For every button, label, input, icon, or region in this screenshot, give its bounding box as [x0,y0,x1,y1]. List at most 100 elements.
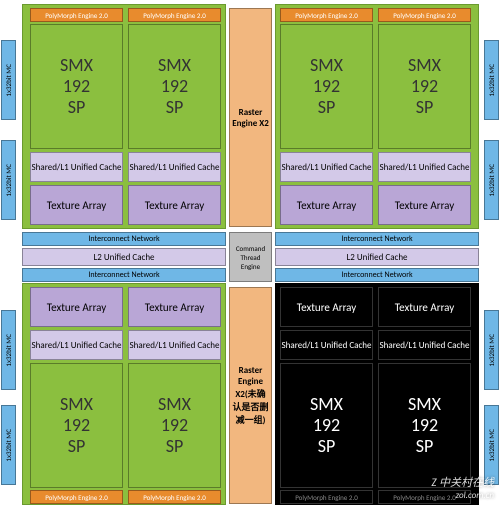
l2cache-left: L2 Unified Cache [22,248,226,266]
tex-tl-1: Texture Array [30,185,123,225]
gpu-block-diagram: 1x32bit MC 1x32bit MC 1x32bit MC 1x32bit… [0,0,500,509]
mc-right-4: 1x32bit MC [484,405,499,485]
l1cache-tl-2: Shared/L1 Unified Cache [128,152,221,182]
smx-tr-2: SMX192SP [378,24,471,149]
mc-right-2: 1x32bit MC [484,140,499,220]
smx-text: 192 [63,76,90,97]
tex-br-2: Texture Array [378,287,471,327]
cache-label: Shared/L1 Unified Cache [130,162,220,173]
cache-label: Shared/L1 Unified Cache [32,162,122,173]
smx-text: SP [166,436,184,457]
polymorph-label: PolyMorph Engine 2.0 [393,11,456,20]
mc-label: 1x32bit MC [4,64,13,97]
inter-label: Interconnect Network [88,270,159,280]
smx-text: SMX [158,394,191,415]
polymorph-label: PolyMorph Engine 2.0 [45,493,108,502]
polymorph-bl-2: PolyMorph Engine 2.0 [128,490,221,504]
smx-text: 192 [63,415,90,436]
tex-label: Texture Array [395,199,454,212]
tex-label: Texture Array [47,199,106,212]
tex-label: Texture Array [297,199,356,212]
mc-right-1: 1x32bit MC [484,40,499,120]
polymorph-label: PolyMorph Engine 2.0 [393,493,456,502]
smx-br-2: SMX192SP [378,363,471,488]
mc-label: 1x32bit MC [487,429,496,462]
smx-text: 192 [313,76,340,97]
cache-label: Shared/L1 Unified Cache [282,162,372,173]
smx-text: SMX [158,55,191,76]
smx-bl-1: SMX192SP [30,363,123,488]
l1cache-br-2: Shared/L1 Unified Cache [378,330,471,360]
cmd-label: Command Thread Engine [231,244,270,271]
polymorph-label: PolyMorph Engine 2.0 [295,11,358,20]
command-thread-engine: Command Thread Engine [229,232,272,282]
cache-label: Shared/L1 Unified Cache [380,340,470,351]
smx-text: SMX [60,394,93,415]
polymorph-tl-1: PolyMorph Engine 2.0 [30,8,123,22]
smx-text: SP [318,97,336,118]
mc-label: 1x32bit MC [487,64,496,97]
polymorph-br-2: PolyMorph Engine 2.0 [378,490,471,504]
mc-label: 1x32bit MC [4,164,13,197]
smx-tl-2: SMX192SP [128,24,221,149]
tex-tr-2: Texture Array [378,185,471,225]
mc-label: 1x32bit MC [487,334,496,367]
smx-text: SP [68,97,86,118]
smx-text: 192 [411,415,438,436]
tex-bl-2: Texture Array [128,287,221,327]
mc-left-3: 1x32bit MC [1,310,16,390]
polymorph-label: PolyMorph Engine 2.0 [295,493,358,502]
smx-text: SP [416,436,434,457]
smx-br-1: SMX192SP [280,363,373,488]
mc-right-3: 1x32bit MC [484,310,499,390]
inter-label: Interconnect Network [341,270,412,280]
cache-label: Shared/L1 Unified Cache [380,162,470,173]
tex-br-1: Texture Array [280,287,373,327]
l2-label: L2 Unified Cache [346,252,407,263]
l1cache-tl-1: Shared/L1 Unified Cache [30,152,123,182]
cache-label: Shared/L1 Unified Cache [130,340,220,351]
l1cache-bl-2: Shared/L1 Unified Cache [128,330,221,360]
smx-tl-1: SMX192SP [30,24,123,149]
smx-text: SP [68,436,86,457]
mc-left-1: 1x32bit MC [1,40,16,120]
smx-text: 192 [313,415,340,436]
polymorph-br-1: PolyMorph Engine 2.0 [280,490,373,504]
polymorph-label: PolyMorph Engine 2.0 [45,11,108,20]
polymorph-tr-2: PolyMorph Engine 2.0 [378,8,471,22]
inter-label: Interconnect Network [88,234,159,244]
smx-text: SP [166,97,184,118]
cache-label: Shared/L1 Unified Cache [32,340,122,351]
smx-bl-2: SMX192SP [128,363,221,488]
tex-label: Texture Array [297,301,356,314]
polymorph-bl-1: PolyMorph Engine 2.0 [30,490,123,504]
smx-text: SP [416,97,434,118]
interconnect-b-right: Interconnect Network [275,268,479,282]
smx-text: 192 [161,76,188,97]
mc-label: 1x32bit MC [487,164,496,197]
l2-label: L2 Unified Cache [93,252,154,263]
tex-label: Texture Array [395,301,454,314]
mc-left-2: 1x32bit MC [1,140,16,220]
l1cache-tr-1: Shared/L1 Unified Cache [280,152,373,182]
l2cache-right: L2 Unified Cache [275,248,479,266]
smx-text: SMX [408,55,441,76]
tex-label: Texture Array [47,301,106,314]
tex-label: Texture Array [145,199,204,212]
mc-label: 1x32bit MC [4,334,13,367]
inter-label: Interconnect Network [341,234,412,244]
tex-bl-1: Texture Array [30,287,123,327]
smx-text: SP [318,436,336,457]
raster-label: Raster Engine X2(未确认是否删减一组) [232,365,269,426]
smx-text: SMX [310,394,343,415]
interconnect-b-left: Interconnect Network [22,268,226,282]
polymorph-tr-1: PolyMorph Engine 2.0 [280,8,373,22]
polymorph-label: PolyMorph Engine 2.0 [143,493,206,502]
cache-label: Shared/L1 Unified Cache [282,340,372,351]
l1cache-tr-2: Shared/L1 Unified Cache [378,152,471,182]
smx-text: 192 [411,76,438,97]
mc-label: 1x32bit MC [4,429,13,462]
smx-tr-1: SMX192SP [280,24,373,149]
raster-engine-bottom: Raster Engine X2(未确认是否删减一组) [229,287,272,504]
smx-text: 192 [161,415,188,436]
